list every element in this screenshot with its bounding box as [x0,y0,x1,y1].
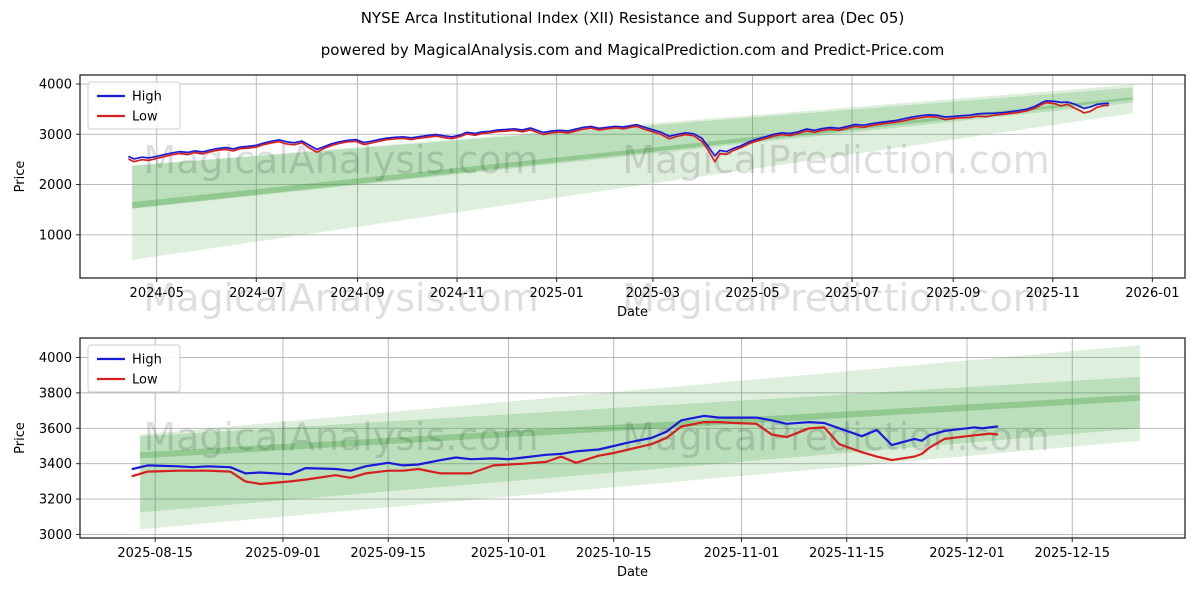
svg-text:2025-10-01: 2025-10-01 [471,546,547,561]
svg-text:2000: 2000 [39,178,72,193]
svg-text:3200: 3200 [39,493,72,508]
svg-text:4000: 4000 [39,351,72,366]
svg-text:2024-07: 2024-07 [229,286,283,301]
y-axis-label: Price [13,422,28,454]
x-axis-label: Date [617,305,648,320]
svg-text:2024-05: 2024-05 [130,286,184,301]
svg-text:2025-11-15: 2025-11-15 [809,546,885,561]
svg-text:2025-01: 2025-01 [529,286,583,301]
svg-text:2024-09: 2024-09 [330,286,384,301]
svg-text:4000: 4000 [39,78,72,93]
svg-text:3600: 3600 [39,422,72,437]
svg-text:1000: 1000 [39,228,72,243]
svg-text:2025-11: 2025-11 [1026,286,1080,301]
legend: High Low [87,81,181,130]
legend-label-high: High [132,90,162,105]
svg-text:3000: 3000 [39,528,72,543]
watermark-row: MagicalAnalysis.com MagicalPrediction.com [143,415,1049,459]
svg-text:2025-09-15: 2025-09-15 [350,546,426,561]
y-axis-label: Price [13,161,28,193]
x-axis-label: Date [617,565,648,580]
axes-labels: 2024-05 2024-07 2024-09 2024-11 2025-01 2025-… [13,78,1180,320]
svg-text:2025-05: 2025-05 [725,286,779,301]
svg-text:MagicalPrediction.com: MagicalPrediction.com [622,276,1050,320]
low-line [128,101,1110,163]
svg-text:2025-12-01: 2025-12-01 [929,546,1005,561]
svg-text:2025-07: 2025-07 [825,286,879,301]
gridlines [80,338,1185,538]
svg-text:2026-01: 2026-01 [1125,286,1179,301]
svg-text:2025-08-15: 2025-08-15 [117,546,193,561]
support-resistance-bands [132,84,1133,260]
chart-title: NYSE Arca Institutional Index (XII) Resi… [360,9,905,27]
svg-text:MagicalPrediction.com: MagicalPrediction.com [622,415,1050,459]
svg-text:3400: 3400 [39,457,72,472]
svg-text:2025-11-01: 2025-11-01 [704,546,780,561]
svg-text:2025-03: 2025-03 [626,286,680,301]
high-line [128,100,1110,160]
svg-text:2025-09: 2025-09 [926,286,980,301]
svg-text:MagicalAnalysis.com: MagicalAnalysis.com [143,276,538,320]
support-resistance-bands [140,345,1140,530]
svg-text:2024-11: 2024-11 [430,286,484,301]
svg-text:2025-12-15: 2025-12-15 [1034,546,1110,561]
legend-label-low: Low [132,110,158,125]
legend-label-high: High [132,353,162,368]
svg-text:3800: 3800 [39,386,72,401]
chart-subtitle: powered by MagicalAnalysis.com and Magic… [320,41,945,59]
legend-label-low: Low [132,373,158,388]
plot-frame [79,337,1186,539]
svg-text:2025-09-01: 2025-09-01 [245,546,321,561]
svg-text:MagicalPrediction.com: MagicalPrediction.com [622,138,1050,182]
high-line [131,414,999,476]
svg-text:MagicalAnalysis.com: MagicalAnalysis.com [143,138,538,182]
legend: High Low [87,344,181,393]
svg-text:3000: 3000 [39,128,72,143]
axes-labels: 2025-08-15 2025-09-01 2025-09-15 2025-10-01… [13,351,1110,580]
svg-text:2025-10-15: 2025-10-15 [576,546,652,561]
svg-text:MagicalAnalysis.com: MagicalAnalysis.com [143,415,538,459]
chart-bottom: MagicalAnalysis.com MagicalPrediction.com… [13,337,1186,580]
low-line [131,421,999,486]
plot-frame [79,74,1186,279]
chart-top: MagicalAnalysis.com MagicalPrediction.com… [13,74,1186,320]
watermark-row: MagicalAnalysis.com MagicalPrediction.com [143,138,1049,182]
watermark-row-middle: MagicalAnalysis.com MagicalPrediction.com [143,276,1049,320]
gridlines [80,75,1185,278]
